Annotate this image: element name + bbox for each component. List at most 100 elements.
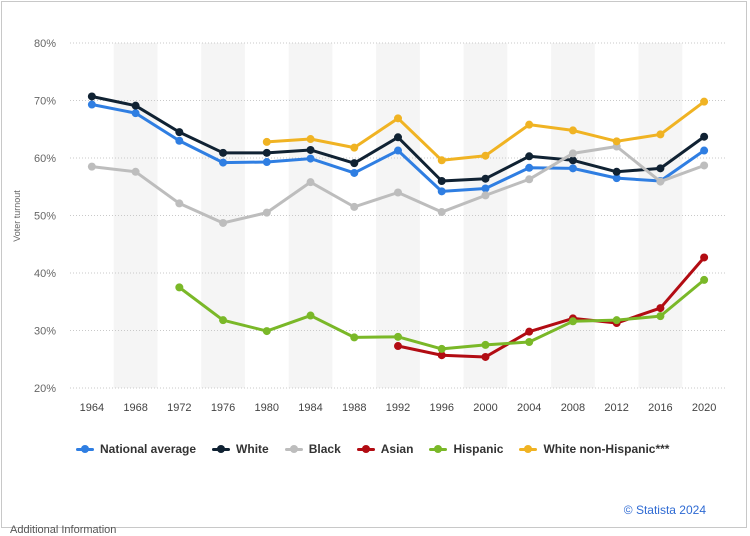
data-point-white[interactable]: [525, 152, 534, 161]
data-point-white-non-hispanic[interactable]: [394, 114, 402, 123]
data-point-national-average[interactable]: [219, 158, 228, 167]
data-point-national-average[interactable]: [612, 174, 621, 183]
data-point-black[interactable]: [656, 177, 665, 186]
data-point-hispanic[interactable]: [262, 327, 271, 336]
data-point-white[interactable]: [262, 148, 271, 157]
data-point-national-average[interactable]: [87, 100, 96, 109]
data-point-black[interactable]: [175, 199, 184, 208]
x-tick-label: 2004: [517, 402, 541, 414]
legend-swatch: [356, 444, 375, 454]
data-point-national-average[interactable]: [481, 184, 490, 193]
series-hispanic: [175, 275, 709, 353]
data-point-hispanic[interactable]: [394, 332, 402, 341]
data-point-national-average[interactable]: [568, 164, 577, 173]
data-point-black[interactable]: [700, 161, 709, 170]
data-point-hispanic[interactable]: [612, 316, 621, 325]
legend-label: National average: [100, 442, 197, 456]
x-tick-label: 2020: [692, 402, 716, 414]
legend-item-asian[interactable]: Asian: [356, 442, 413, 456]
data-point-white-non-hispanic[interactable]: [481, 151, 490, 160]
legend-item-black[interactable]: Black: [284, 442, 341, 456]
data-point-black[interactable]: [87, 162, 96, 171]
data-point-black[interactable]: [262, 208, 271, 217]
data-point-national-average[interactable]: [131, 109, 140, 118]
data-point-national-average[interactable]: [262, 158, 271, 167]
x-tick-label: 1988: [342, 402, 366, 414]
data-point-white[interactable]: [219, 148, 228, 157]
data-point-white[interactable]: [612, 167, 621, 176]
data-point-white[interactable]: [350, 159, 359, 168]
data-point-hispanic[interactable]: [350, 333, 359, 342]
data-point-hispanic[interactable]: [175, 283, 184, 292]
data-point-white-non-hispanic[interactable]: [656, 130, 665, 139]
data-point-black[interactable]: [306, 178, 315, 187]
data-point-hispanic[interactable]: [700, 275, 709, 284]
data-point-hispanic[interactable]: [219, 316, 228, 325]
data-point-white[interactable]: [131, 101, 140, 110]
data-point-national-average[interactable]: [350, 168, 359, 177]
data-point-white-non-hispanic[interactable]: [612, 137, 621, 146]
data-point-national-average[interactable]: [394, 146, 402, 155]
data-point-black[interactable]: [481, 191, 490, 200]
data-point-hispanic[interactable]: [568, 317, 577, 326]
data-point-black[interactable]: [525, 175, 534, 184]
data-point-asian[interactable]: [394, 342, 402, 351]
data-point-white-non-hispanic[interactable]: [306, 135, 315, 144]
data-point-hispanic[interactable]: [306, 311, 315, 320]
legend-item-white[interactable]: White: [212, 442, 269, 456]
data-point-asian[interactable]: [525, 327, 534, 336]
data-point-white-non-hispanic[interactable]: [568, 126, 577, 135]
data-point-black[interactable]: [131, 167, 140, 176]
x-tick-label: 2016: [648, 402, 672, 414]
data-point-white[interactable]: [700, 132, 709, 141]
data-point-white-non-hispanic[interactable]: [437, 156, 446, 165]
data-point-national-average[interactable]: [525, 163, 534, 172]
data-point-hispanic[interactable]: [481, 340, 490, 349]
data-point-asian[interactable]: [481, 352, 490, 361]
additional-information-link[interactable]: Additional Information: [10, 524, 117, 536]
data-point-white[interactable]: [175, 128, 184, 137]
data-point-black[interactable]: [437, 208, 446, 217]
data-point-white[interactable]: [568, 156, 577, 165]
legend-label: Black: [308, 442, 341, 456]
data-point-asian[interactable]: [700, 253, 709, 262]
data-point-asian[interactable]: [437, 351, 446, 360]
x-tick-label: 1984: [298, 402, 322, 414]
y-axis-ticks: 20% 30% 40% 50% 60% 70% 80%: [34, 38, 56, 395]
data-point-black[interactable]: [219, 218, 228, 227]
data-point-white-non-hispanic[interactable]: [525, 120, 534, 129]
legend-label: White: [236, 442, 269, 456]
y-axis-label: Voter turnout: [12, 190, 22, 242]
data-point-asian[interactable]: [656, 304, 665, 313]
column-band: [463, 43, 508, 388]
data-point-national-average[interactable]: [437, 187, 446, 196]
data-point-white[interactable]: [394, 133, 402, 142]
data-point-white-non-hispanic[interactable]: [700, 97, 709, 106]
data-point-national-average[interactable]: [175, 136, 184, 145]
data-point-white[interactable]: [481, 174, 490, 183]
column-band: [638, 43, 683, 388]
data-point-white[interactable]: [306, 145, 315, 154]
data-point-black[interactable]: [394, 188, 402, 197]
data-point-white[interactable]: [87, 92, 96, 101]
x-tick-label: 2012: [604, 402, 628, 414]
data-point-white[interactable]: [437, 177, 446, 185]
statista-credit[interactable]: © Statista 2024: [623, 503, 706, 517]
legend-item-white-non-hispanic[interactable]: White non-Hispanic***: [519, 442, 669, 456]
legend-item-hispanic[interactable]: Hispanic: [429, 442, 503, 456]
data-point-national-average[interactable]: [700, 146, 709, 155]
data-point-national-average[interactable]: [306, 154, 315, 163]
data-point-white[interactable]: [656, 164, 665, 173]
data-point-white-non-hispanic[interactable]: [350, 143, 359, 152]
data-point-hispanic[interactable]: [437, 344, 446, 353]
data-point-black[interactable]: [350, 202, 359, 211]
y-tick-label: 80%: [34, 38, 56, 50]
data-point-hispanic[interactable]: [656, 312, 665, 321]
x-axis-ticks: 1964 1968 1972 1976 1980 1984 1988 1992 1996 2000…: [80, 402, 717, 414]
data-point-white-non-hispanic[interactable]: [262, 137, 271, 146]
legend-item-national-average[interactable]: National average: [76, 442, 196, 456]
y-tick-label: 60%: [34, 153, 56, 165]
column-band: [551, 43, 595, 388]
data-point-black[interactable]: [568, 149, 577, 158]
data-point-hispanic[interactable]: [525, 338, 534, 346]
